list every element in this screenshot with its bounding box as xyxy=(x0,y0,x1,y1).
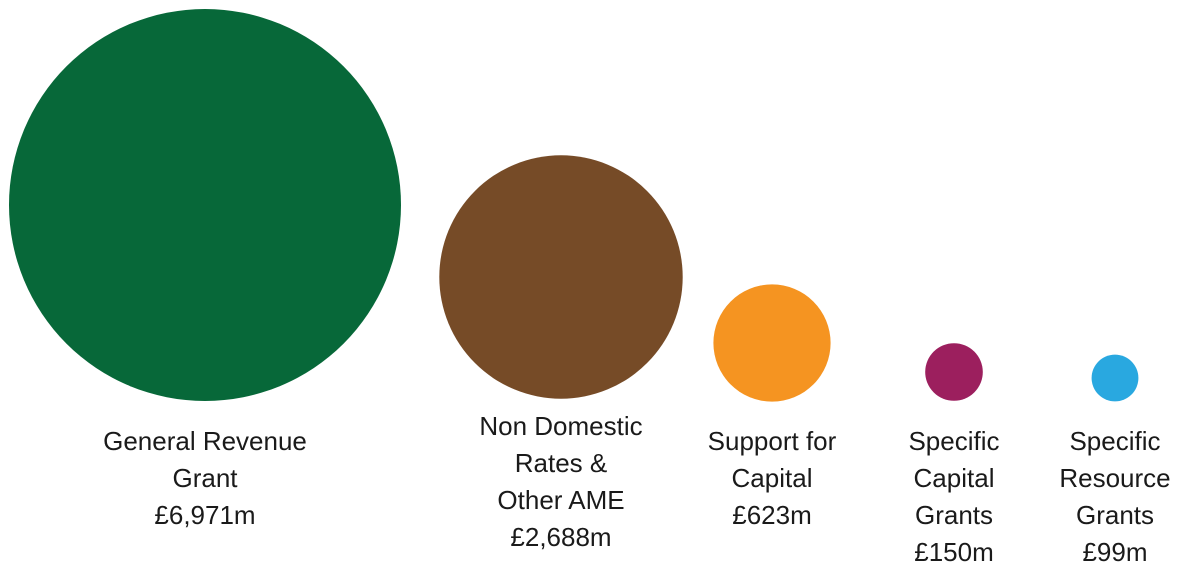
bubble-category-label: Grant xyxy=(172,463,238,493)
bubble-value-label: £623m xyxy=(732,500,812,530)
bubble-4 xyxy=(1091,354,1139,402)
bubble-value-label: £2,688m xyxy=(510,522,611,552)
bubble-group-0: General Revenue Grant £6,971m xyxy=(9,9,401,530)
bubble-category-label: Rates & xyxy=(515,448,608,478)
bubble-category-label: Grants xyxy=(915,500,993,530)
bubble-category-label: Resource xyxy=(1059,463,1170,493)
bubble-value-label: £99m xyxy=(1082,537,1147,566)
bubble-category-label: Capital xyxy=(732,463,813,493)
bubble-1 xyxy=(439,155,683,399)
bubble-category-label: Capital xyxy=(914,463,995,493)
bubble-0 xyxy=(9,9,401,401)
bubble-2 xyxy=(713,284,831,402)
bubble-category-label: Support for xyxy=(708,426,837,456)
bubble-group-2: Support for Capital £623m xyxy=(708,284,837,530)
bubble-group-4: Specific Resource Grants £99m xyxy=(1059,354,1171,566)
bubble-value-label: £6,971m xyxy=(154,500,255,530)
bubble-3 xyxy=(925,343,983,401)
bubble-category-label: Specific xyxy=(1069,426,1160,456)
bubble-category-label: Specific xyxy=(908,426,999,456)
bubble-value-label: £150m xyxy=(914,537,994,566)
bubble-group-1: Non Domestic Rates & Other AME £2,688m xyxy=(439,155,683,552)
bubble-category-label: Other AME xyxy=(497,485,624,515)
bubble-category-label: Non Domestic xyxy=(479,411,642,441)
bubble-category-label: General Revenue xyxy=(103,426,307,456)
bubble-category-label: Grants xyxy=(1076,500,1154,530)
bubble-group-3: Specific Capital Grants £150m xyxy=(908,343,1000,566)
